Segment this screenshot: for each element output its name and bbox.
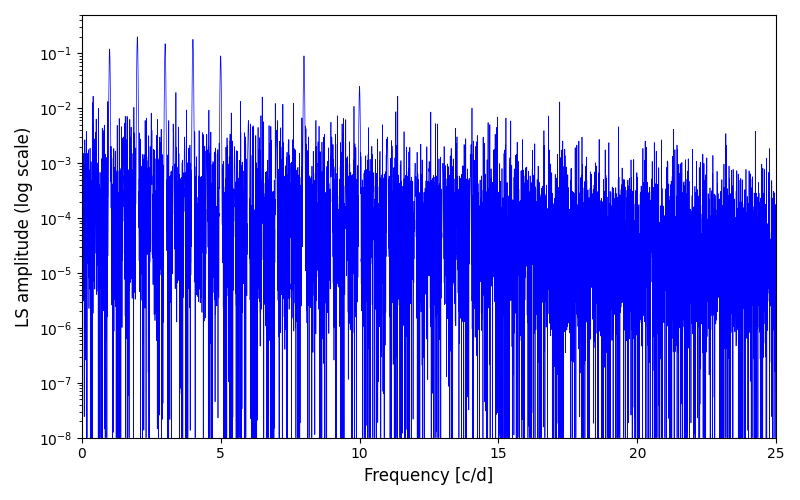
X-axis label: Frequency [c/d]: Frequency [c/d]: [364, 467, 494, 485]
Y-axis label: LS amplitude (log scale): LS amplitude (log scale): [15, 126, 33, 326]
